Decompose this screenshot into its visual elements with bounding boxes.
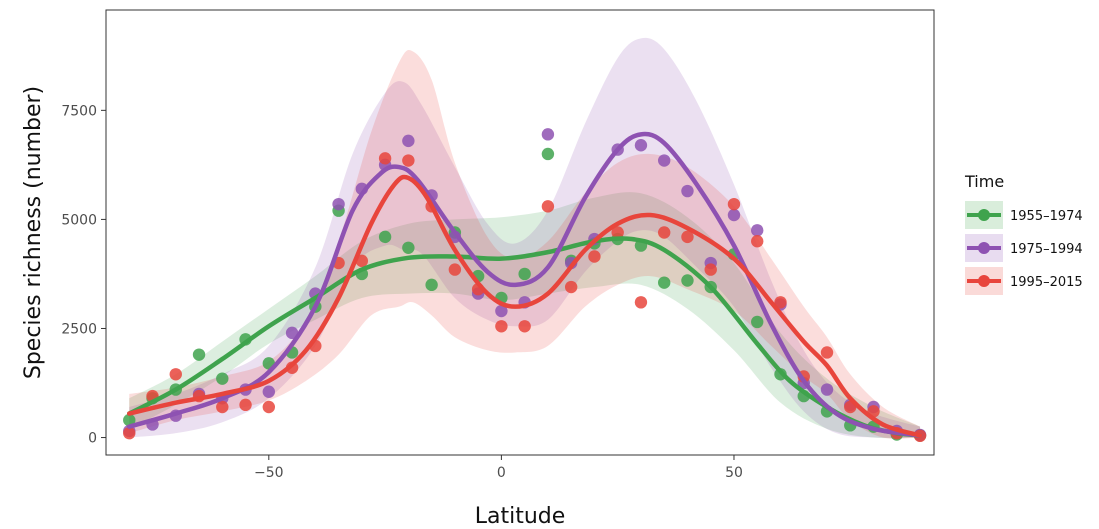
- point-series-2: [634, 296, 648, 309]
- point-series-2: [518, 320, 531, 333]
- x-axis-ticks: −50 0 50: [254, 455, 743, 481]
- y-axis-ticks: 0 2500 5000 7500: [61, 103, 106, 447]
- point-series-2: [448, 263, 462, 276]
- legend-title: Time: [964, 172, 1004, 191]
- point-series-2: [751, 235, 764, 248]
- point-series-1: [285, 326, 299, 340]
- point-series-0: [751, 315, 764, 329]
- point-series-0: [681, 274, 694, 287]
- point-series-1: [262, 385, 276, 398]
- point-series-2: [495, 320, 508, 333]
- y-tick-label: 0: [88, 431, 97, 447]
- point-series-0: [402, 241, 415, 254]
- point-series-1: [820, 383, 834, 396]
- point-series-2: [541, 200, 555, 213]
- point-series-2: [611, 226, 624, 239]
- legend: Time 1955–1974 1975–1994 1995–2015: [964, 172, 1083, 295]
- curve-series-1: [127, 131, 923, 438]
- curve-series-2: [127, 174, 923, 438]
- smoothed-curves: [127, 131, 923, 438]
- legend-key-point-2: [978, 275, 990, 287]
- y-tick-label: 5000: [61, 212, 97, 228]
- point-series-1: [658, 154, 671, 167]
- point-series-2: [169, 368, 182, 381]
- point-series-0: [658, 276, 671, 289]
- x-tick-label: 0: [497, 465, 506, 481]
- plot-panel-border: [105, 9, 935, 456]
- point-series-0: [192, 348, 206, 361]
- point-series-1: [402, 134, 415, 148]
- point-series-0: [425, 278, 438, 292]
- point-series-1: [751, 224, 764, 237]
- point-series-0: [216, 372, 229, 385]
- point-series-2: [727, 197, 741, 211]
- point-series-2: [123, 426, 136, 440]
- point-series-0: [518, 267, 531, 281]
- point-series-2: [820, 346, 834, 359]
- point-series-1: [495, 304, 508, 318]
- point-series-2: [658, 226, 671, 239]
- point-series-2: [774, 296, 787, 309]
- point-series-2: [378, 152, 392, 165]
- point-series-1: [332, 197, 345, 211]
- band-series-0: [129, 192, 921, 439]
- x-tick-label: 50: [725, 465, 743, 481]
- point-series-2: [239, 398, 252, 412]
- point-series-2: [564, 280, 578, 294]
- y-tick-label: 2500: [61, 321, 97, 337]
- point-series-1: [634, 139, 648, 152]
- legend-label-2: 1995–2015: [1010, 275, 1083, 290]
- legend-label-1: 1975–1994: [1010, 242, 1083, 257]
- y-tick-label: 7500: [61, 103, 97, 119]
- point-series-1: [541, 128, 555, 141]
- point-series-0: [123, 413, 136, 427]
- point-series-2: [704, 263, 717, 276]
- point-series-0: [378, 230, 392, 244]
- point-series-1: [727, 208, 741, 222]
- point-series-2: [216, 400, 229, 414]
- point-series-2: [681, 230, 694, 244]
- legend-key-point-0: [978, 209, 990, 221]
- y-axis-title: Species richness (number): [21, 86, 46, 379]
- x-tick-label: −50: [254, 465, 284, 481]
- point-series-1: [681, 184, 694, 198]
- x-axis-title: Latitude: [475, 504, 566, 529]
- point-series-2: [262, 400, 276, 414]
- band-series-2: [129, 49, 921, 439]
- point-series-2: [402, 154, 415, 167]
- legend-label-0: 1955–1974: [1010, 209, 1083, 224]
- legend-key-point-1: [978, 242, 990, 254]
- point-series-2: [588, 250, 601, 263]
- point-series-0: [541, 147, 555, 161]
